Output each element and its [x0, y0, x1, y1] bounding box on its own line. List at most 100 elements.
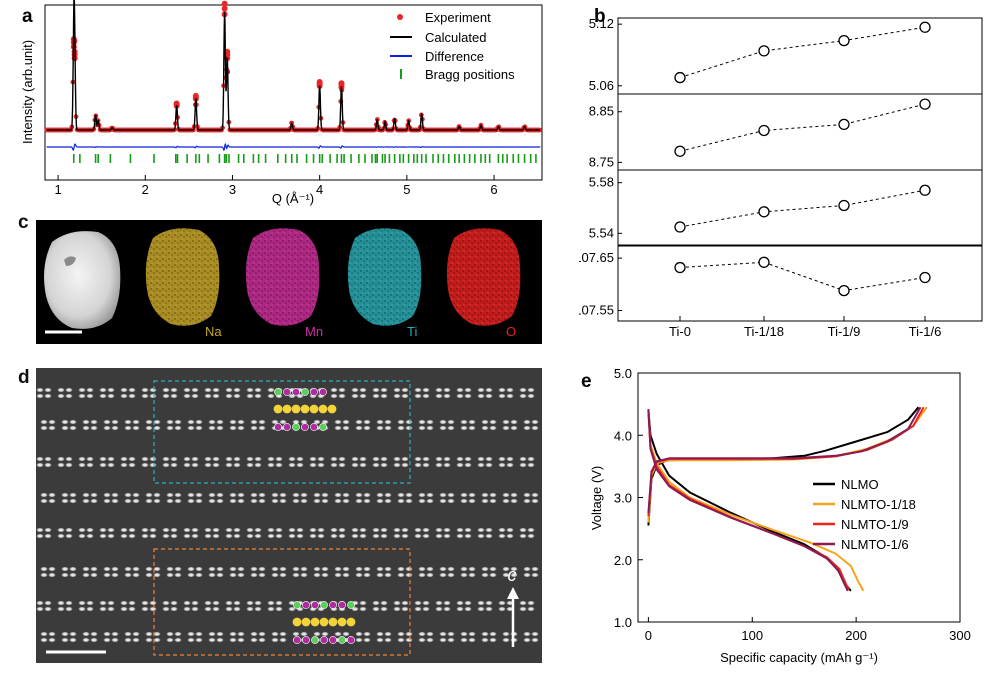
- stem-atom-spot: [422, 600, 430, 606]
- stem-atom-spot: [414, 527, 422, 533]
- stem-atom-spot: [195, 425, 203, 431]
- stem-atom-spot: [292, 419, 300, 425]
- subplot-point: [838, 34, 850, 47]
- stem-atom-spot: [120, 393, 128, 399]
- stem-atom-spot: [393, 387, 401, 393]
- stem-atom-spot: [191, 606, 199, 612]
- stem-atom-spot: [149, 527, 157, 533]
- stem-atom-spot: [78, 600, 86, 606]
- stem-atom-spot: [48, 637, 56, 643]
- stem-atom-spot: [145, 572, 153, 578]
- stem-atom-spot: [384, 498, 392, 504]
- stem-atom-spot: [414, 606, 422, 612]
- stem-atom-spot: [447, 637, 455, 643]
- stem-atom-spot: [254, 606, 262, 612]
- stem-atom-spot: [460, 637, 468, 643]
- stem-atom-spot: [90, 419, 98, 425]
- stem-atom-spot: [477, 387, 485, 393]
- stem-atom-spot: [279, 498, 287, 504]
- stem-atom-spot: [380, 527, 388, 533]
- stem-atom-spot: [61, 425, 69, 431]
- stem-atom-spot: [393, 600, 401, 606]
- stem-atom-spot: [435, 456, 443, 462]
- stem-atom-spot: [502, 631, 510, 637]
- stem-atom-spot: [523, 492, 531, 498]
- stem-atom-spot: [288, 456, 296, 462]
- stem-atom-spot: [191, 533, 199, 539]
- stem-atom-spot: [111, 492, 119, 498]
- stem-atom-spot: [435, 387, 443, 393]
- stem-atom-spot: [481, 492, 489, 498]
- stem-atom-spot: [141, 533, 149, 539]
- stem-atom-spot: [275, 462, 283, 468]
- stem-atom-spot: [447, 425, 455, 431]
- stem-atom-spot: [44, 606, 52, 612]
- stem-atom-spot: [229, 425, 237, 431]
- stem-atom-spot: [69, 631, 77, 637]
- stem-atom-spot: [418, 637, 426, 643]
- stem-atom-spot: [36, 387, 44, 393]
- subplot-dashed-line: [679, 189, 926, 228]
- mn-atom-model: [293, 636, 301, 644]
- stem-atom-spot: [384, 572, 392, 578]
- stem-atom-spot: [254, 393, 262, 399]
- curve-nlmto-1-9-discharge: [647, 411, 850, 591]
- na-atom-model: [273, 404, 283, 414]
- stem-atom-spot: [380, 600, 388, 606]
- stem-atom-spot: [216, 498, 224, 504]
- stem-atom-spot: [523, 498, 531, 504]
- stem-atom-spot: [426, 425, 434, 431]
- stem-atom-spot: [309, 456, 317, 462]
- stem-atom-spot: [78, 527, 86, 533]
- stem-atom-spot: [279, 637, 287, 643]
- eds-map-texture: [446, 228, 521, 326]
- stem-atom-spot: [376, 566, 384, 572]
- panel-e-label: e: [581, 371, 592, 392]
- eds-map-texture: [347, 228, 422, 326]
- stem-atom-spot: [267, 533, 275, 539]
- stem-atom-spot: [166, 572, 174, 578]
- stem-atom-spot: [111, 572, 119, 578]
- na-atom-model: [301, 617, 311, 627]
- stem-atom-spot: [208, 498, 216, 504]
- stem-atom-spot: [65, 533, 73, 539]
- stem-atom-spot: [422, 606, 430, 612]
- mn-atom-model: [311, 601, 319, 609]
- stem-atom-spot: [405, 572, 413, 578]
- stem-atom-spot: [246, 456, 254, 462]
- stem-atom-spot: [519, 393, 527, 399]
- stem-atom-spot: [481, 631, 489, 637]
- legend-experiment-marker: [397, 14, 403, 20]
- stem-atom-spot: [300, 572, 308, 578]
- stem-atom-spot: [426, 498, 434, 504]
- stem-atom-spot: [229, 637, 237, 643]
- stem-atom-spot: [99, 462, 107, 468]
- stem-atom-spot: [418, 631, 426, 637]
- stem-atom-spot: [468, 637, 476, 643]
- stem-atom-spot: [69, 566, 77, 572]
- stem-atom-spot: [229, 572, 237, 578]
- li-atom-model: [320, 601, 328, 609]
- stem-atom-spot: [334, 498, 342, 504]
- stem-atom-spot: [355, 566, 363, 572]
- stem-atom-spot: [120, 387, 128, 393]
- legend-bragg: Bragg positions: [425, 67, 515, 82]
- stem-atom-spot: [48, 425, 56, 431]
- stem-atom-spot: [393, 533, 401, 539]
- panel-e-ytick-label: 1.0: [614, 615, 632, 630]
- stem-atom-spot: [363, 498, 371, 504]
- panel-e-xtick-label: 300: [949, 628, 971, 643]
- panel-a-xtick-label: 5: [403, 182, 410, 197]
- stem-atom-spot: [498, 527, 506, 533]
- stem-atom-spot: [397, 572, 405, 578]
- stem-atom-spot: [69, 572, 77, 578]
- stem-atom-spot: [372, 606, 380, 612]
- stem-atom-spot: [481, 637, 489, 643]
- stem-atom-spot: [36, 462, 44, 468]
- na-atom-model: [319, 617, 329, 627]
- subplot-ytick-label: 5.12: [589, 16, 614, 31]
- stem-atom-spot: [485, 606, 493, 612]
- na-atom-model: [346, 617, 356, 627]
- subplot-ytick-label: 8.85: [589, 104, 614, 119]
- stem-atom-spot: [519, 462, 527, 468]
